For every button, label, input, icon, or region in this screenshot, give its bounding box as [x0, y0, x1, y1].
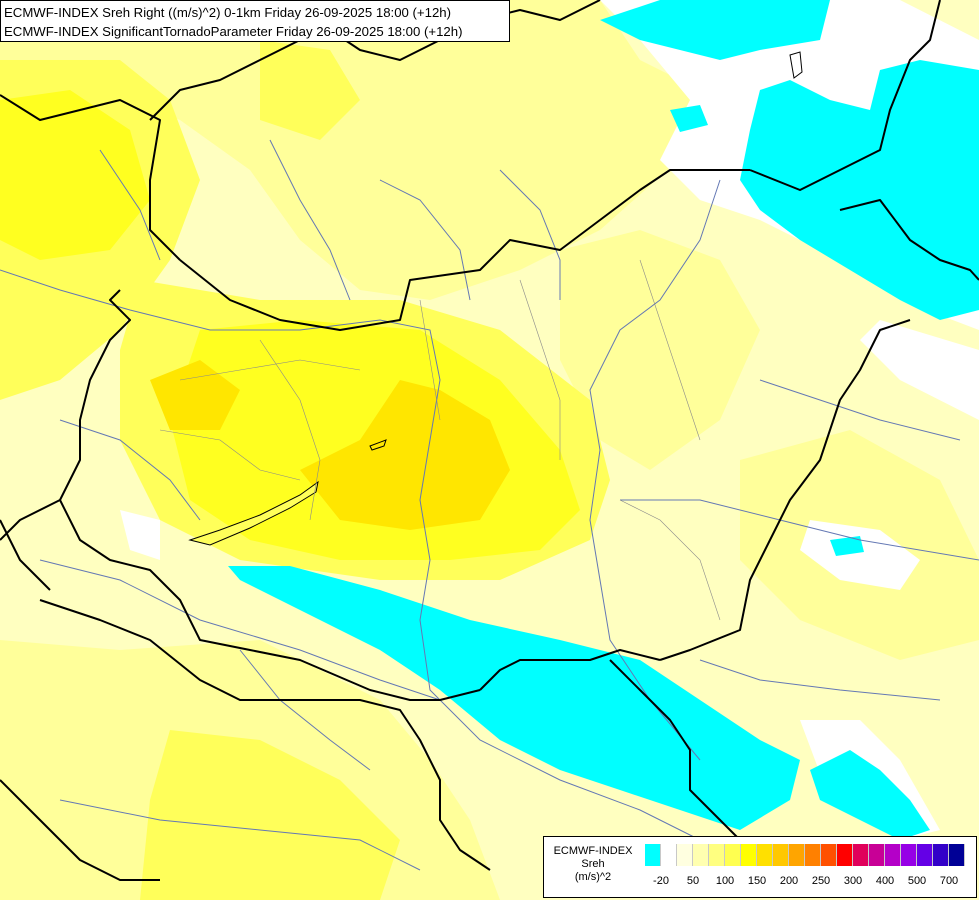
border-serbia-east — [609, 659, 741, 841]
field-white-east-strip — [860, 320, 979, 420]
legend-swatch — [853, 844, 869, 866]
county-line-2 — [419, 299, 441, 421]
field-gold-max-2 — [150, 360, 240, 430]
county-line-4 — [639, 259, 701, 441]
legend-tick-label: 250 — [811, 875, 831, 887]
border-bosnia — [39, 599, 491, 871]
legend-swatch — [949, 844, 965, 866]
border-west-edge — [0, 519, 51, 591]
legend-tick-label: 200 — [779, 875, 799, 887]
legend-label-model: ECMWF-INDEX — [553, 845, 633, 857]
border-serbia-north — [479, 649, 661, 691]
legend-swatch — [709, 844, 725, 866]
legend-swatch — [661, 844, 677, 866]
river-south-1 — [239, 649, 371, 771]
legend-swatch — [917, 844, 933, 866]
county-boundaries — [159, 259, 721, 621]
legend-tick-label: -20 — [653, 875, 669, 887]
legend-tick-label: 500 — [907, 875, 927, 887]
legend-swatch — [677, 844, 693, 866]
legend-tick-label: 150 — [747, 875, 767, 887]
river-north-1 — [269, 139, 351, 301]
river-danube — [0, 269, 701, 841]
field-white-southwest — [120, 510, 160, 560]
legend-swatch — [885, 844, 901, 866]
river-tisza — [589, 179, 721, 761]
field-cyan-north — [600, 0, 830, 60]
legend-swatch — [789, 844, 805, 866]
lake-balaton — [188, 480, 319, 546]
river-west-1 — [99, 149, 161, 261]
legend-tick-label: 50 — [686, 875, 700, 887]
legend-tick-label: 300 — [843, 875, 863, 887]
field-gold-max-1 — [300, 380, 510, 530]
legend-swatch — [741, 844, 757, 866]
map-title-line-1: ECMWF-INDEX Sreh Right ((m/s)^2) 0-1km F… — [4, 5, 452, 20]
county-line-6 — [159, 429, 301, 481]
legend-swatch — [837, 844, 853, 866]
field-cyan-northeast — [740, 60, 979, 320]
border-romania-west — [659, 319, 911, 661]
legend-label: ECMWF-INDEX Sreh (m/s)^2 — [546, 845, 640, 884]
legend-swatch — [645, 844, 661, 866]
river-east-2 — [699, 659, 941, 701]
river-north-3 — [499, 169, 561, 300]
legend-swatch-row — [645, 844, 965, 866]
county-line-5 — [619, 499, 721, 621]
legend-tick-label: 400 — [875, 875, 895, 887]
border-croatia — [59, 289, 481, 701]
field-bright-yellow-west — [0, 90, 150, 260]
legend-swatch — [933, 844, 949, 866]
legend-swatch — [869, 844, 885, 866]
legend-tick-label: 700 — [939, 875, 959, 887]
national-borders — [0, 0, 979, 881]
border-austria-czech — [0, 94, 181, 261]
field-light-yellow-center — [560, 230, 760, 470]
legend-label-variable: Sreh — [581, 858, 605, 870]
lake-small-ne — [789, 51, 803, 79]
river-drava — [39, 559, 441, 701]
legend-tick-label: 100 — [715, 875, 735, 887]
lake-velence — [369, 439, 387, 451]
field-cyan-small-1 — [670, 105, 708, 132]
field-cyan-small-2 — [830, 536, 864, 556]
river-sava — [59, 799, 421, 871]
field-yellow-north-patch — [260, 40, 360, 140]
field-yellow-south — [140, 730, 400, 900]
field-cyan-southeast — [810, 750, 930, 840]
field-light-yellow-north — [0, 0, 700, 300]
color-legend: ECMWF-INDEX Sreh (m/s)^2 -20 50 100 150 200 2… — [543, 836, 977, 898]
map-title-box: ECMWF-INDEX Sreh Right ((m/s)^2) 0-1km F… — [0, 0, 510, 42]
legend-swatch — [693, 844, 709, 866]
legend-label-unit: (m/s)^2 — [574, 871, 612, 883]
border-southwest — [0, 779, 160, 881]
county-line-3 — [519, 279, 561, 460]
county-line-7 — [179, 359, 361, 381]
river-north-2 — [379, 179, 471, 301]
field-white-east-patch — [800, 520, 920, 590]
legend-swatch — [773, 844, 789, 866]
legend-swatch — [757, 844, 773, 866]
legend-swatch — [805, 844, 821, 866]
river-east-1 — [759, 379, 961, 441]
legend-swatch — [725, 844, 741, 866]
map-title-line-2: ECMWF-INDEX SignificantTornadoParameter … — [4, 24, 463, 39]
legend-swatch — [901, 844, 917, 866]
border-romania-north — [839, 199, 979, 281]
river-raab — [59, 419, 201, 521]
border-slovakia-north — [149, 0, 601, 121]
border-slovakia-south — [179, 169, 750, 331]
border-ukraine — [749, 0, 941, 191]
county-line-1 — [259, 339, 321, 521]
field-cyan-band — [228, 566, 800, 830]
legend-swatch — [821, 844, 837, 866]
